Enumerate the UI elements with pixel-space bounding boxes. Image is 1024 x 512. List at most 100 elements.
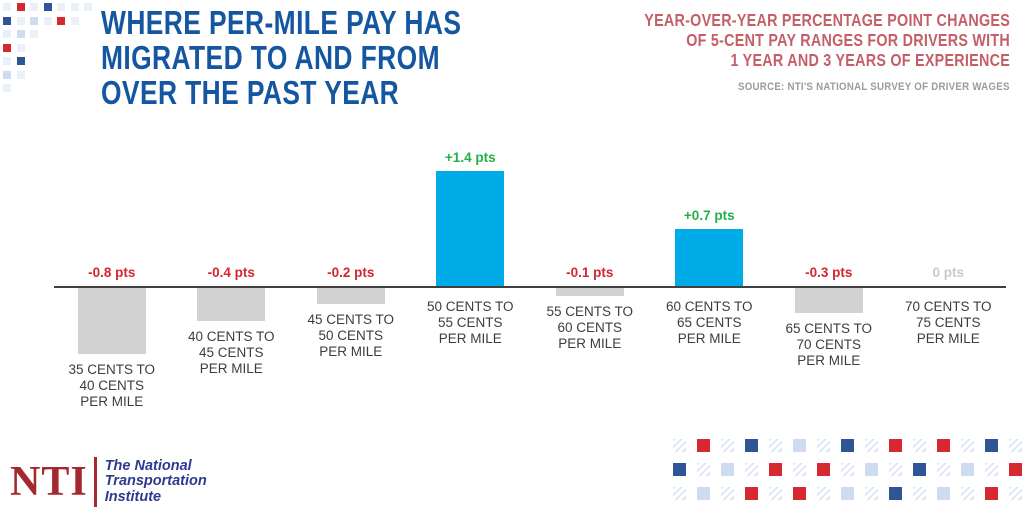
decor-square: [3, 3, 11, 11]
decor-square: [745, 439, 758, 452]
decor-square: [3, 57, 11, 65]
decor-square: [745, 487, 758, 500]
decor-square: [43, 16, 52, 25]
bar-category-label: 55 CENTS TO 60 CENTS PER MILE: [546, 304, 634, 351]
bar-category-label: 65 CENTS TO 70 CENTS PER MILE: [785, 321, 873, 368]
logo-divider: [93, 457, 97, 507]
decor-square: [985, 463, 998, 476]
chart-column: +1.4 pts 50 CENTS TO 55 CENTS PER MILE: [411, 140, 531, 440]
decor-square: [1009, 463, 1022, 476]
decor-square: [865, 439, 878, 452]
bar-value-label: +1.4 pts: [444, 150, 496, 165]
nti-wordmark: NTI: [10, 459, 88, 505]
bar-category-label: 35 CENTS TO 40 CENTS PER MILE: [68, 362, 156, 409]
decor-square: [673, 439, 686, 452]
negative-bar: [794, 288, 863, 313]
decor-square: [673, 463, 686, 476]
decor-square: [865, 463, 878, 476]
decor-square: [16, 57, 25, 65]
negative-bar: [197, 288, 266, 321]
decor-square: [16, 30, 25, 38]
decor-square: [697, 439, 710, 452]
decor-square: [889, 463, 902, 476]
decor-square: [16, 70, 25, 79]
decor-square: [16, 16, 25, 25]
decor-square: [721, 463, 734, 476]
bar-category-label: 60 CENTS TO 65 CENTS PER MILE: [665, 299, 753, 346]
positive-bar: [675, 229, 744, 286]
decor-square: [84, 3, 92, 11]
decor-square: [817, 439, 830, 452]
decor-square: [913, 463, 926, 476]
bar-category-label: 40 CENTS TO 45 CENTS PER MILE: [187, 329, 275, 376]
decor-square: [673, 487, 686, 500]
decor-square: [793, 487, 806, 500]
decor-square: [745, 463, 758, 476]
decor-square: [30, 16, 38, 25]
decor-square: [16, 43, 25, 52]
decor-square: [3, 43, 11, 52]
decor-square: [961, 463, 974, 476]
positive-bar: [436, 171, 505, 286]
decor-square: [721, 487, 734, 500]
decor-square: [817, 463, 830, 476]
decor-square: [889, 487, 902, 500]
decor-square: [769, 463, 782, 476]
decor-square: [865, 487, 878, 500]
decor-square: [961, 439, 974, 452]
bar-category-label: 70 CENTS TO 75 CENTS PER MILE: [904, 299, 992, 346]
decor-square: [57, 3, 65, 11]
decor-square: [1009, 439, 1022, 452]
decor-square: [3, 70, 11, 79]
decor-square: [70, 16, 79, 25]
decor-square: [841, 487, 854, 500]
negative-bar: [316, 288, 385, 304]
decor-square: [913, 439, 926, 452]
page-title: WHERE PER-MILE PAY HAS MIGRATED TO AND F…: [101, 4, 462, 111]
decor-square: [697, 463, 710, 476]
chart-column: 0 pts 70 CENTS TO 75 CENTS PER MILE: [889, 140, 1009, 440]
chart-column: -0.2 pts 45 CENTS TO 50 CENTS PER MILE: [291, 140, 411, 440]
bar-value-label: -0.1 pts: [566, 265, 614, 280]
decor-square: [937, 463, 950, 476]
bottom-right-square-pattern: [673, 439, 1022, 500]
top-left-square-pattern: [3, 3, 92, 92]
chart-column: -0.8 pts 35 CENTS TO 40 CENTS PER MILE: [52, 140, 172, 440]
source-credit: SOURCE: NTI'S NATIONAL SURVEY OF DRIVER …: [738, 81, 1010, 93]
decor-square: [57, 16, 65, 25]
decor-square: [43, 3, 52, 11]
decor-square: [16, 3, 25, 11]
decor-square: [793, 463, 806, 476]
decor-square: [937, 487, 950, 500]
chart-column: -0.3 pts 65 CENTS TO 70 CENTS PER MILE: [769, 140, 889, 440]
chart-column: -0.1 pts 55 CENTS TO 60 CENTS PER MILE: [530, 140, 650, 440]
decor-square: [3, 16, 11, 25]
bar-value-label: -0.3 pts: [805, 265, 853, 280]
decor-square: [3, 84, 11, 92]
negative-bar: [555, 288, 624, 296]
decor-square: [70, 3, 79, 11]
decor-square: [3, 30, 11, 38]
decor-square: [985, 439, 998, 452]
decor-square: [913, 487, 926, 500]
decor-square: [937, 439, 950, 452]
bar-value-label: -0.2 pts: [327, 265, 375, 280]
decor-square: [985, 487, 998, 500]
decor-square: [697, 487, 710, 500]
bar-category-label: 50 CENTS TO 55 CENTS PER MILE: [426, 299, 514, 346]
decor-square: [793, 439, 806, 452]
x-axis-line: [54, 286, 1006, 288]
chart-column: -0.4 pts 40 CENTS TO 45 CENTS PER MILE: [172, 140, 292, 440]
decor-square: [30, 30, 38, 38]
decor-square: [841, 463, 854, 476]
decor-square: [769, 487, 782, 500]
bar-value-label: +0.7 pts: [683, 208, 735, 223]
decor-square: [30, 3, 38, 11]
bar-value-label: -0.8 pts: [88, 265, 136, 280]
chart-subtitle: YEAR-OVER-YEAR PERCENTAGE POINT CHANGES …: [644, 10, 1010, 70]
bar-category-label: 45 CENTS TO 50 CENTS PER MILE: [307, 312, 395, 359]
bar-chart: -0.8 pts 35 CENTS TO 40 CENTS PER MILE -0.…: [52, 140, 1008, 440]
decor-square: [1009, 487, 1022, 500]
negative-bar: [77, 288, 146, 354]
decor-square: [721, 439, 734, 452]
